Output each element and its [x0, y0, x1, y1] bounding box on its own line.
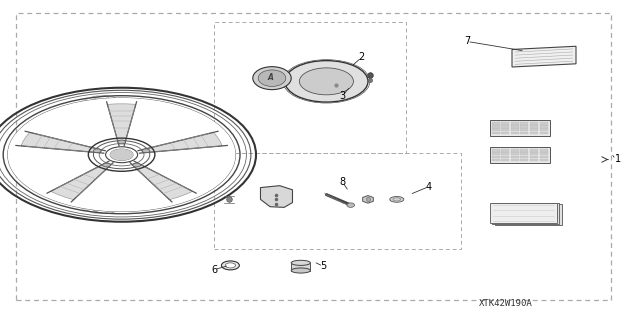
- Ellipse shape: [133, 163, 141, 167]
- Ellipse shape: [285, 61, 368, 102]
- Bar: [511, 129, 519, 131]
- Polygon shape: [260, 186, 292, 207]
- Ellipse shape: [291, 260, 310, 265]
- Text: 4: 4: [426, 182, 432, 192]
- Polygon shape: [495, 204, 562, 225]
- Ellipse shape: [118, 140, 125, 144]
- Bar: [501, 129, 509, 131]
- Ellipse shape: [142, 149, 150, 153]
- Bar: [540, 149, 548, 152]
- Bar: [530, 159, 538, 161]
- Polygon shape: [490, 203, 557, 223]
- Bar: [511, 156, 519, 158]
- Ellipse shape: [93, 149, 101, 153]
- Ellipse shape: [8, 98, 236, 211]
- Polygon shape: [512, 46, 576, 67]
- Bar: [520, 152, 529, 155]
- Bar: [511, 149, 519, 152]
- Bar: [520, 132, 529, 134]
- Bar: [492, 132, 500, 134]
- Bar: [501, 156, 509, 158]
- Bar: [511, 122, 519, 125]
- Bar: [540, 122, 548, 125]
- Bar: [492, 159, 500, 161]
- Bar: [540, 152, 548, 155]
- Ellipse shape: [258, 70, 286, 86]
- Bar: [511, 152, 519, 155]
- Polygon shape: [490, 147, 550, 163]
- Bar: [501, 122, 509, 125]
- Bar: [540, 132, 548, 134]
- Text: A: A: [268, 73, 274, 82]
- Ellipse shape: [110, 149, 133, 160]
- Polygon shape: [490, 120, 550, 136]
- Polygon shape: [21, 132, 102, 153]
- Text: 6: 6: [211, 264, 218, 275]
- Bar: [530, 152, 538, 155]
- Bar: [501, 132, 509, 134]
- Bar: [520, 159, 529, 161]
- Ellipse shape: [390, 197, 404, 202]
- Bar: [540, 159, 548, 161]
- Bar: [520, 149, 529, 152]
- Ellipse shape: [102, 163, 110, 167]
- Bar: [501, 159, 509, 161]
- Bar: [530, 156, 538, 158]
- Ellipse shape: [291, 268, 310, 273]
- Bar: [540, 129, 548, 131]
- Bar: [540, 156, 548, 158]
- Ellipse shape: [253, 67, 291, 90]
- Bar: [492, 152, 500, 155]
- Ellipse shape: [300, 68, 353, 95]
- Polygon shape: [141, 132, 222, 153]
- Ellipse shape: [225, 263, 236, 268]
- Polygon shape: [291, 263, 310, 271]
- Text: 7: 7: [464, 36, 470, 47]
- Bar: [492, 122, 500, 125]
- Bar: [530, 122, 538, 125]
- Bar: [530, 132, 538, 134]
- Bar: [511, 125, 519, 128]
- Polygon shape: [51, 162, 111, 200]
- Bar: [492, 149, 500, 152]
- Bar: [520, 122, 529, 125]
- Bar: [530, 125, 538, 128]
- Polygon shape: [132, 162, 193, 200]
- Bar: [492, 156, 500, 158]
- Bar: [492, 129, 500, 131]
- Text: 1: 1: [614, 154, 621, 165]
- Polygon shape: [492, 203, 559, 224]
- Bar: [492, 125, 500, 128]
- Bar: [511, 159, 519, 161]
- Bar: [501, 125, 509, 128]
- Bar: [530, 129, 538, 131]
- Bar: [520, 125, 529, 128]
- Text: 5: 5: [320, 261, 326, 271]
- Bar: [511, 132, 519, 134]
- Polygon shape: [108, 104, 136, 144]
- Ellipse shape: [347, 203, 355, 207]
- Bar: [501, 149, 509, 152]
- Bar: [520, 129, 529, 131]
- Text: 3: 3: [339, 91, 346, 101]
- Text: 8: 8: [339, 177, 346, 187]
- Text: 2: 2: [358, 52, 365, 63]
- Bar: [540, 125, 548, 128]
- Ellipse shape: [221, 261, 239, 270]
- Bar: [530, 149, 538, 152]
- Text: XTK42W190A: XTK42W190A: [479, 299, 532, 308]
- Bar: [520, 156, 529, 158]
- Bar: [501, 152, 509, 155]
- Polygon shape: [363, 196, 373, 203]
